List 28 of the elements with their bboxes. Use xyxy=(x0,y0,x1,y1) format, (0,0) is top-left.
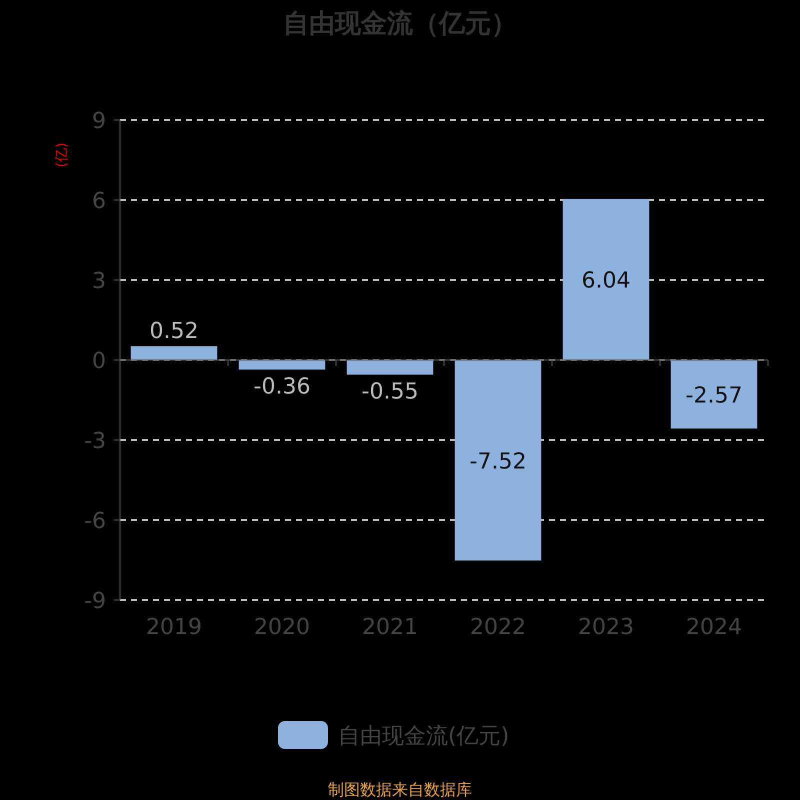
y-tick-label: -6 xyxy=(84,509,106,534)
legend-label: 自由现金流(亿元) xyxy=(338,724,510,749)
bar xyxy=(346,360,434,375)
x-tick-label: 2019 xyxy=(146,615,202,640)
bar xyxy=(130,346,218,360)
text: 制图数据来自数据库 xyxy=(328,780,472,799)
x-tick-label: 2021 xyxy=(362,615,418,640)
x-tick-label: 2022 xyxy=(470,615,526,640)
y-tick-label: -3 xyxy=(84,429,106,454)
y-tick-label: 9 xyxy=(92,109,106,134)
y-tick-label: 6 xyxy=(92,189,106,214)
data-label: -7.52 xyxy=(470,449,526,474)
bar xyxy=(670,360,758,429)
x-tick-label: 2023 xyxy=(578,615,634,640)
bar xyxy=(238,360,326,370)
x-tick-label: 2020 xyxy=(254,615,310,640)
bar xyxy=(454,360,542,561)
bar xyxy=(562,198,650,360)
y-axis-title: (亿) xyxy=(54,142,70,168)
data-label: -0.36 xyxy=(254,374,310,400)
data-label: 0.52 xyxy=(150,319,198,344)
data-label: -2.57 xyxy=(686,383,742,408)
x-tick-label: 2024 xyxy=(686,615,742,640)
y-tick-label: 0 xyxy=(92,349,106,374)
data-label: 6.04 xyxy=(582,268,630,294)
y-tick-label: -9 xyxy=(84,589,106,614)
y-tick-label: 3 xyxy=(92,269,106,294)
data-label: -0.55 xyxy=(362,380,418,405)
